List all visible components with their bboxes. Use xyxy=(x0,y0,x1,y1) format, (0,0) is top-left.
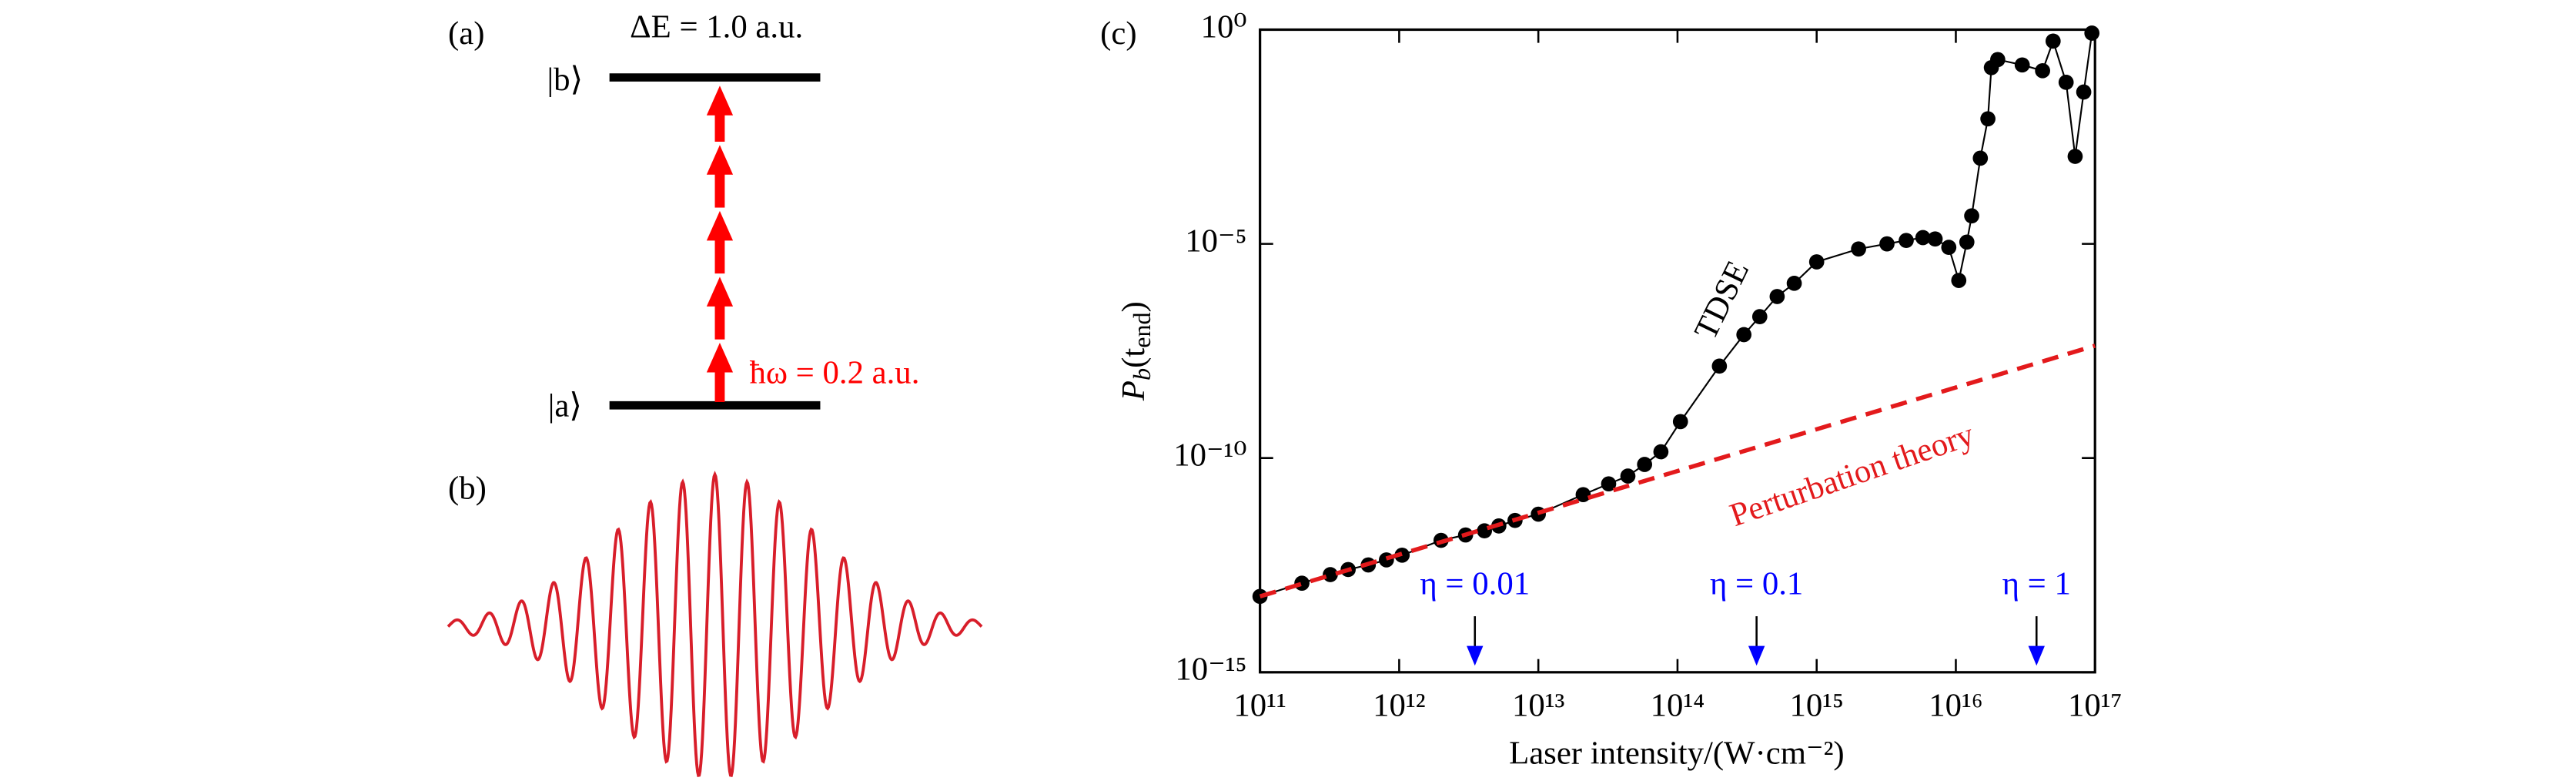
y-label-part: (t xyxy=(1116,348,1152,368)
data-point xyxy=(1575,487,1591,503)
x-axis-label: Laser intensity/(W·cm⁻²) xyxy=(1509,736,1845,772)
x-tick-label: 10¹⁵ xyxy=(1789,688,1843,724)
y-tick-label: 10⁻¹⁰ xyxy=(1173,437,1246,474)
eta-label: η = 0.1 xyxy=(1710,565,1803,602)
y-tick-label: 10⁻¹⁵ xyxy=(1175,652,1246,688)
panel-label: (a) xyxy=(448,15,484,52)
x-tick-label: 10¹⁴ xyxy=(1651,688,1705,724)
y-axis-label: Pb(tend) xyxy=(1116,301,1156,401)
data-point xyxy=(2045,33,2061,49)
series-label: Perturbation theory xyxy=(1725,417,1979,535)
data-point xyxy=(1379,552,1394,568)
data-point xyxy=(1990,52,2006,68)
eta-arrow-head xyxy=(1467,645,1484,666)
data-point xyxy=(2058,75,2074,90)
x-tick-label: 10¹³ xyxy=(1512,688,1564,724)
data-point xyxy=(1786,275,1802,291)
eta-label: η = 1 xyxy=(2002,565,2071,602)
panel-label: (c) xyxy=(1100,15,1136,52)
plot-frame xyxy=(1259,28,2096,674)
data-point xyxy=(1927,231,1943,247)
y-label-part: b xyxy=(1128,368,1156,380)
data-point xyxy=(1751,309,1768,324)
x-tick-label: 10¹² xyxy=(1373,688,1425,724)
laser-pulse xyxy=(447,471,983,778)
panel-label: (b) xyxy=(448,470,487,506)
data-point xyxy=(1879,236,1895,252)
data-point xyxy=(1323,567,1338,582)
data-point xyxy=(1736,327,1752,343)
y-tick-label: 10⁻⁵ xyxy=(1185,223,1246,259)
state-label: |b⟩ xyxy=(547,62,584,98)
data-point xyxy=(1711,358,1728,374)
y-label-part: end xyxy=(1128,312,1156,347)
data-point xyxy=(1959,234,1975,250)
data-point xyxy=(1951,273,1967,288)
data-point xyxy=(1620,468,1636,484)
data-point xyxy=(1964,208,1979,224)
state-label: |a⟩ xyxy=(548,387,582,424)
data-point xyxy=(1808,254,1825,270)
y-label-part: ) xyxy=(1116,301,1152,312)
data-point xyxy=(1769,289,1785,304)
data-point xyxy=(1972,150,1989,166)
energy-gap: ΔE = 1.0 a.u. xyxy=(630,8,803,45)
series-line xyxy=(1259,344,2096,598)
eta-arrow-head xyxy=(1748,645,1765,666)
data-point xyxy=(2076,84,2092,100)
x-tick-label: 10¹⁷ xyxy=(2068,688,2122,724)
data-point xyxy=(1980,111,1996,127)
x-tick-label: 10¹⁶ xyxy=(1929,688,1982,724)
y-tick-label: 10⁰ xyxy=(1201,8,1247,45)
photon-label: ħω = 0.2 a.u. xyxy=(749,355,919,391)
data-point xyxy=(2035,62,2050,79)
data-point xyxy=(1899,233,1914,249)
series-line xyxy=(1260,32,2093,598)
data-point xyxy=(1915,230,1931,246)
data-point xyxy=(1637,457,1653,472)
data-point xyxy=(2067,149,2083,164)
data-point xyxy=(1851,241,1866,257)
data-point xyxy=(2084,25,2100,41)
eta-arrow-head xyxy=(2028,645,2045,666)
data-point xyxy=(1941,240,1957,255)
y-label-part: P xyxy=(1116,380,1152,401)
data-point xyxy=(2014,57,2030,73)
data-point xyxy=(1672,414,1688,430)
x-tick-label: 10¹¹ xyxy=(1233,688,1286,724)
eta-label: η = 0.01 xyxy=(1420,565,1530,602)
data-point xyxy=(1653,444,1669,460)
photon-arrows xyxy=(706,85,734,402)
data-point xyxy=(1601,476,1617,492)
